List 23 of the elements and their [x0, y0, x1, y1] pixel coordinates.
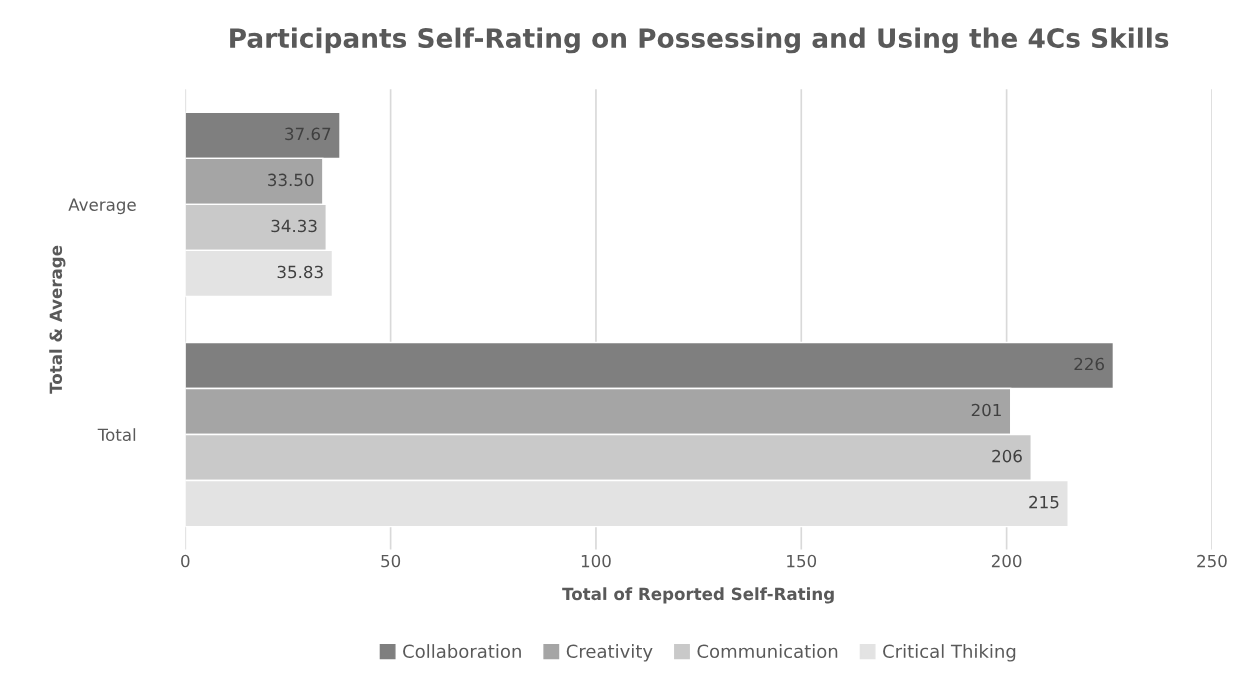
chart-title: Participants Self-Rating on Possessing and Using the 4Cs Skills: [230, 27, 1169, 54]
x-tick-label: 50: [381, 554, 401, 568]
x-axis-title: Total of Reported Self-Rating: [562, 587, 834, 604]
data-label: 215: [1029, 495, 1059, 509]
data-label: 34.33: [271, 219, 317, 233]
legend-label: Communication: [697, 644, 838, 659]
x-tick-label: 150: [787, 554, 817, 568]
legend-label: Collaboration: [403, 644, 521, 659]
y-tick-label: Total: [97, 428, 136, 442]
x-tick-label: 250: [1197, 554, 1227, 568]
data-label: 226: [1074, 357, 1104, 371]
legend-label: Critical Thiking: [883, 644, 1016, 662]
x-tick-label: 200: [991, 554, 1022, 568]
data-label: 35.83: [277, 265, 323, 279]
data-label: 37.67: [285, 127, 331, 141]
y-axis-title: Total & Average: [49, 245, 66, 394]
x-tick-label: 0: [181, 554, 190, 568]
data-label: 206: [992, 449, 1022, 463]
data-label: 33.50: [268, 173, 314, 187]
legend-label: Creativity: [566, 644, 653, 662]
y-tick-label: Average: [68, 198, 136, 215]
data-label: 201: [971, 403, 1001, 417]
x-tick-label: 100: [581, 554, 611, 568]
